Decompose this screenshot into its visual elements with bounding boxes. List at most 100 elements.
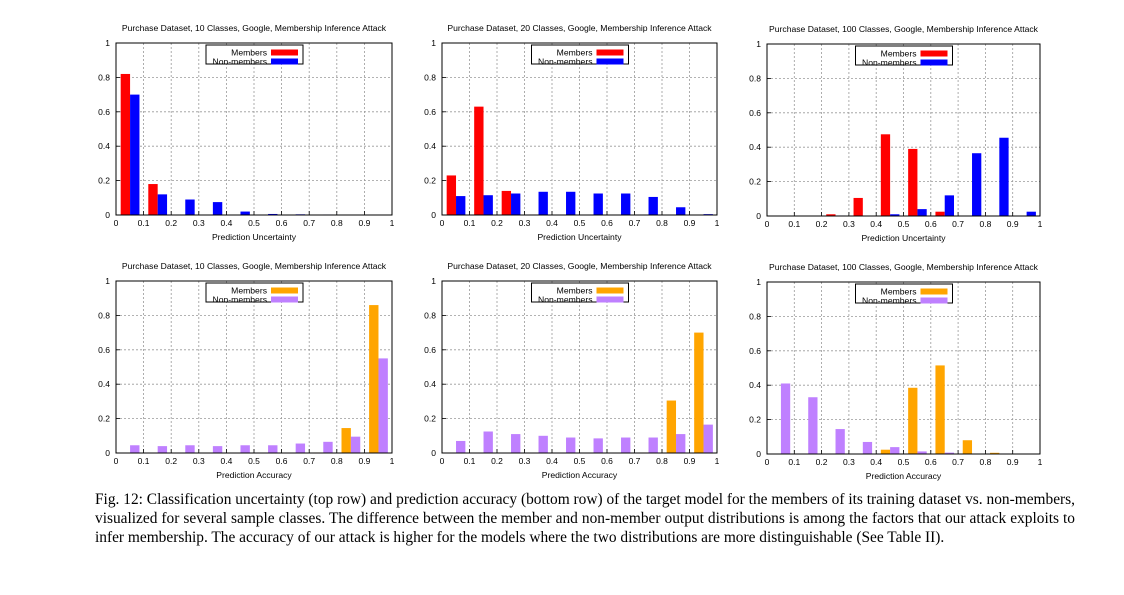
- x-tick-label: 0.6: [276, 218, 288, 228]
- bar-members: [341, 428, 351, 453]
- x-tick-label: 0.7: [629, 218, 641, 228]
- plot-frame: [115, 42, 393, 216]
- legend-swatch: [920, 50, 948, 57]
- bar-non-members: [212, 202, 223, 215]
- bar-members: [369, 305, 379, 453]
- bar-non-members: [185, 199, 195, 215]
- bar-non-members: [703, 424, 713, 453]
- bar-non-members: [999, 137, 1009, 216]
- y-tick-label: 0.4: [424, 379, 436, 389]
- y-tick-label: 0.8: [98, 72, 110, 82]
- y-tick-label: 0.2: [424, 414, 436, 424]
- y-tick-label: 0.6: [424, 345, 436, 355]
- x-tick-label: 0.9: [684, 218, 696, 228]
- x-tick-label: 0.8: [331, 456, 343, 466]
- legend-swatch: [596, 287, 624, 294]
- y-tick-label: 1: [756, 39, 761, 49]
- plot-frame: [441, 42, 718, 216]
- bar-members: [880, 134, 891, 216]
- x-tick-label: 0.1: [138, 456, 150, 466]
- bar-non-members: [890, 214, 900, 216]
- figure-caption: Fig. 12: Classification uncertainty (top…: [95, 491, 1075, 546]
- legend-swatch: [271, 58, 298, 65]
- y-tick-label: 1: [105, 38, 110, 48]
- bar-non-members: [538, 435, 548, 453]
- bar-non-members: [511, 193, 521, 215]
- bar-non-members: [835, 429, 845, 454]
- x-tick-label: 0.1: [464, 456, 476, 466]
- y-tick-label: 0.4: [749, 142, 761, 152]
- chart-title: Purchase Dataset, 10 Classes, Google, Me…: [122, 23, 387, 33]
- y-tick-label: 0.2: [98, 414, 110, 424]
- bar-non-members: [621, 437, 631, 453]
- x-tick-label: 0.4: [220, 218, 232, 228]
- chart-title: Purchase Dataset, 20 Classes, Google, Me…: [447, 261, 712, 271]
- chart-2: 0 0.1 0.2 0.3 0.4 0.5 0.6 0.7 0.8 0.9 1 0 0.2 0.4 0.6 0…: [424, 23, 719, 242]
- x-tick-label: 0.3: [519, 218, 531, 228]
- bar-non-members: [456, 196, 466, 215]
- x-tick-label: 0.8: [656, 218, 668, 228]
- x-tick-label: 0.2: [816, 457, 828, 467]
- x-tick-label: 0.6: [925, 457, 937, 467]
- legend-label: Members: [881, 287, 917, 297]
- y-tick-label: 0: [431, 448, 436, 458]
- x-tick-label: 0: [765, 457, 770, 467]
- x-axis-label: Prediction Uncertainty: [212, 232, 297, 242]
- legend-swatch: [920, 288, 948, 295]
- bar-members: [148, 184, 158, 215]
- chart-1: 0 0.1 0.2 0.3 0.4 0.5 0.6 0.7 0.8 0.9 1 0 0.2 0.4 0.6 0…: [98, 23, 394, 242]
- bar-members: [666, 400, 677, 453]
- y-tick-label: 0.8: [424, 310, 436, 320]
- x-tick-label: 0.5: [574, 218, 586, 228]
- y-tick-label: 1: [105, 276, 110, 286]
- x-tick-label: 0.3: [193, 218, 205, 228]
- x-tick-label: 0.5: [898, 457, 910, 467]
- x-tick-label: 0.5: [248, 456, 260, 466]
- chart-5: 0 0.1 0.2 0.3 0.4 0.5 0.6 0.7 0.8 0.9 1 0 0.2 0.4 0.6 0…: [424, 261, 719, 480]
- bar-non-members: [323, 441, 333, 453]
- chart-title: Purchase Dataset, 10 Classes, Google, Me…: [122, 261, 387, 271]
- bar-non-members: [566, 191, 576, 215]
- bar-non-members: [240, 445, 250, 453]
- y-tick-label: 0.8: [424, 72, 436, 82]
- y-tick-label: 0.6: [98, 345, 110, 355]
- y-tick-label: 0.4: [98, 141, 110, 151]
- x-tick-label: 1: [1038, 219, 1043, 229]
- bar-non-members: [676, 207, 686, 215]
- bar-members: [935, 365, 945, 454]
- x-tick-label: 0.2: [165, 218, 177, 228]
- bar-non-members: [130, 94, 140, 215]
- y-tick-label: 1: [756, 277, 761, 287]
- y-tick-label: 0: [105, 210, 110, 220]
- y-tick-label: 0: [756, 211, 761, 221]
- bar-members: [962, 440, 973, 454]
- plot-frame: [441, 280, 718, 454]
- bar-non-members: [676, 434, 686, 453]
- legend-swatch: [920, 297, 948, 304]
- bar-non-members: [1026, 211, 1036, 216]
- bar-non-members: [944, 195, 955, 216]
- x-tick-label: 0.3: [843, 219, 855, 229]
- x-tick-label: 0: [765, 219, 770, 229]
- x-tick-label: 0.7: [303, 218, 315, 228]
- y-tick-label: 0: [431, 210, 436, 220]
- chart-4: 0 0.1 0.2 0.3 0.4 0.5 0.6 0.7 0.8 0.9 1 0 0.2 0.4 0.6 0…: [98, 261, 394, 480]
- bar-non-members: [511, 434, 521, 453]
- bar-members: [908, 148, 918, 216]
- bar-non-members: [566, 437, 576, 453]
- legend-label: Members: [231, 286, 267, 296]
- x-tick-label: 0.8: [331, 218, 343, 228]
- bar-non-members: [157, 194, 168, 215]
- x-tick-label: 0: [114, 456, 119, 466]
- y-tick-label: 0.4: [98, 379, 110, 389]
- y-tick-label: 0.8: [749, 73, 761, 83]
- bar-members: [120, 73, 131, 216]
- y-tick-label: 0.6: [424, 107, 436, 117]
- bar-non-members: [944, 452, 955, 454]
- x-tick-label: 0.3: [193, 456, 205, 466]
